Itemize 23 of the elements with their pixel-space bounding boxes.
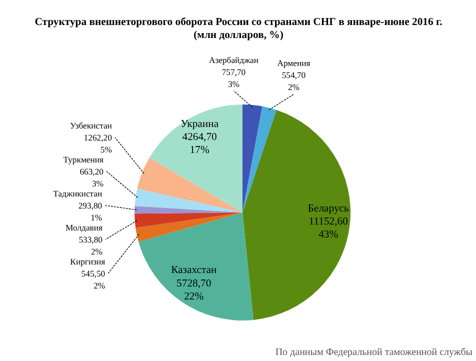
slice-label: Азербайджан [208, 54, 259, 65]
slice-label: Беларусь [308, 203, 350, 214]
data-label: 5728,70 22% [176, 278, 212, 303]
data-label: 554,70 2% [282, 70, 306, 92]
chart-subtitle: (млн долларов, %) [194, 30, 284, 41]
chart-title: Структура внешнеторгового оборота России со странами СНГ в январе-июне 2016 г. [34, 17, 443, 28]
data-label: 293,80 1% [78, 200, 102, 222]
data-label: 4264,70 17% [182, 132, 217, 156]
slice-label: Узбекистан [70, 120, 112, 130]
slice-label: Казахстан [171, 265, 217, 276]
slice-label: Армения [277, 58, 310, 68]
slice-label: Украина [180, 118, 219, 130]
data-label: 533,80 2% [78, 234, 103, 256]
text: По данным Федеральной таможенной службы [275, 347, 473, 358]
slice-label: Туркмения [63, 154, 104, 164]
data-label: 545,50 2% [81, 268, 106, 290]
data-label: 663,20 3% [80, 166, 104, 188]
slice-label: Молдавия [66, 222, 103, 232]
slice-label: Таджикистан [53, 188, 103, 198]
data-label: 1262,20 5% [84, 132, 112, 154]
slice-label: Киргизия [70, 256, 106, 266]
data-label: 757,70 3% [222, 66, 246, 89]
data-label: 11152,60 43% [308, 216, 348, 241]
